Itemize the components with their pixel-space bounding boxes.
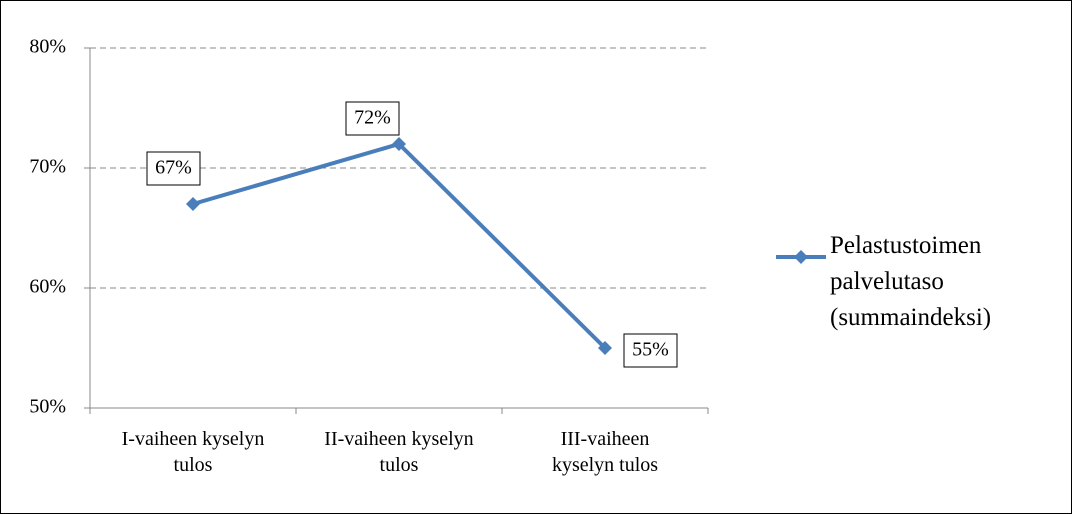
y-tick-label: 80%: [29, 36, 66, 58]
marker: [186, 197, 200, 211]
marker: [392, 137, 406, 151]
y-tick-label: 70%: [29, 156, 66, 178]
data-label: 72%: [354, 107, 391, 129]
data-label: 55%: [632, 339, 669, 361]
x-tick-label: I-vaiheen kyselyn tulos: [121, 428, 265, 476]
y-tick-label: 60%: [29, 276, 66, 298]
marker: [598, 341, 612, 355]
legend-label: Pelastustoimen palvelutaso (summaindeksi…: [830, 232, 992, 331]
data-label: 67%: [155, 157, 192, 179]
legend-marker: [794, 250, 808, 264]
x-tick-label: II-vaiheen kyselyn tulos: [324, 428, 474, 476]
data-label-box: [345, 101, 400, 136]
data-label-box: [146, 151, 201, 186]
data-label-box: [623, 333, 678, 368]
y-tick-label: 50%: [29, 396, 66, 418]
x-tick-label: III-vaiheen kyselyn tulos: [551, 428, 659, 476]
